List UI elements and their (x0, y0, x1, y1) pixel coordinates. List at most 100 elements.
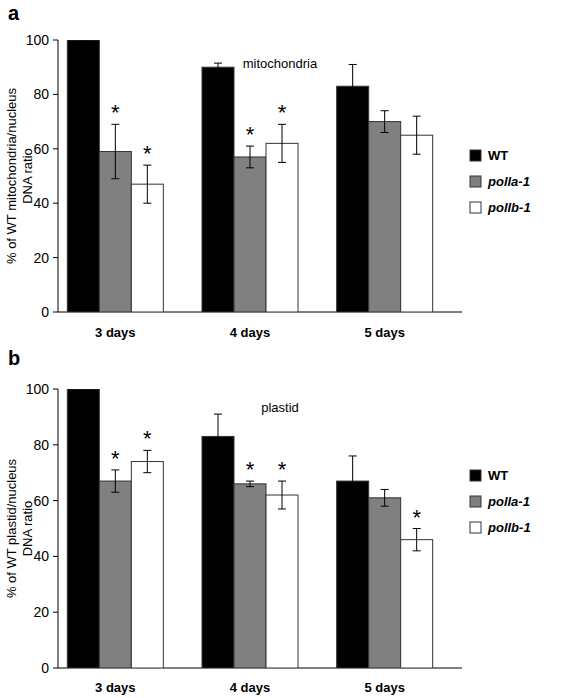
tick (53, 148, 58, 149)
error-cap (214, 63, 222, 64)
panel: b% of WT plastid/nucleusDNA ratioplastid… (4, 347, 531, 695)
y-axis (58, 40, 59, 312)
error-bar (214, 414, 222, 459)
error-cap (214, 71, 222, 72)
tick (53, 444, 58, 445)
error-stem (384, 489, 385, 506)
significance: * (278, 457, 287, 482)
bar (266, 143, 298, 312)
error-cap (214, 414, 222, 415)
tick (53, 94, 58, 95)
significance: * (246, 122, 255, 147)
error-stem (416, 529, 417, 551)
error-stem (282, 124, 283, 162)
error-stem (218, 414, 219, 459)
title: mitochondria (243, 56, 318, 71)
bar (369, 122, 401, 312)
error-cap (349, 506, 357, 507)
significance: * (143, 426, 152, 451)
error-stem (416, 116, 417, 154)
error-bar (413, 529, 421, 551)
tick (53, 40, 58, 41)
bar (337, 481, 369, 668)
legend-swatch (470, 496, 481, 507)
error-bar (214, 63, 222, 71)
error-bar (143, 450, 151, 472)
category-label: 4 days (230, 680, 270, 695)
significance: * (111, 100, 120, 125)
legend-swatch (470, 470, 481, 481)
title: plastid (261, 400, 299, 415)
y-label-line: % of WT plastid/nucleus (4, 458, 19, 598)
category-label: 5 days (364, 325, 404, 340)
significance: * (246, 457, 255, 482)
error-bar (381, 111, 389, 133)
error-cap (214, 458, 222, 459)
tick-label: 20 (33, 604, 49, 620)
error-cap (143, 472, 151, 473)
tick-label: 20 (33, 250, 49, 266)
error-stem (282, 481, 283, 509)
bar (234, 157, 266, 312)
legend-label: WT (488, 468, 508, 483)
error-cap (381, 506, 389, 507)
error-bar (79, 389, 87, 397)
tick (53, 668, 58, 669)
error-stem (83, 40, 84, 59)
y-label: % of WT plastid/nucleusDNA ratio (4, 458, 35, 598)
bar (369, 498, 401, 668)
tick (53, 612, 58, 613)
bar (202, 436, 234, 668)
error-cap (381, 132, 389, 133)
error-cap (413, 116, 421, 117)
error-stem (147, 165, 148, 203)
error-bar (413, 116, 421, 154)
bar (131, 184, 163, 312)
error-stem (147, 450, 148, 472)
category-label: 5 days (364, 680, 404, 695)
bars (67, 40, 432, 312)
tick-label: 80 (33, 86, 49, 102)
tick-label: 80 (33, 437, 49, 453)
legend-label: polla-1 (487, 494, 530, 509)
legend-swatch (470, 522, 481, 533)
tick (53, 203, 58, 204)
error-bar (381, 489, 389, 506)
tick-label: 100 (26, 381, 50, 397)
tick (53, 556, 58, 557)
error-cap (246, 167, 254, 168)
bar (337, 86, 369, 312)
error-cap (79, 397, 87, 398)
tick-label: 40 (33, 548, 49, 564)
error-bar (349, 64, 357, 108)
error-cap (278, 162, 286, 163)
error-bar (143, 165, 151, 203)
bar (99, 481, 131, 668)
legend-label: WT (488, 148, 508, 163)
error-bar (111, 470, 119, 492)
significance: * (412, 505, 421, 530)
error-bar (278, 481, 286, 509)
significance: * (278, 100, 287, 125)
y-axis (58, 389, 59, 668)
bars (67, 389, 432, 668)
y-label: % of WT mitochondria/nucleusDNA ratio (4, 87, 35, 264)
tick-label: 0 (41, 304, 49, 320)
tick (53, 257, 58, 258)
error-cap (349, 64, 357, 65)
tick-label: 0 (41, 660, 49, 676)
tick-label: 60 (33, 493, 49, 509)
bar (401, 540, 433, 668)
significance: * (111, 446, 120, 471)
category-label: 3 days (95, 325, 135, 340)
legend-label: pollb-1 (487, 200, 531, 215)
error-cap (349, 455, 357, 456)
bar (67, 40, 99, 312)
legend-swatch (470, 150, 481, 161)
category-label: 4 days (230, 325, 270, 340)
error-cap (111, 492, 119, 493)
tick (53, 312, 58, 313)
error-stem (384, 111, 385, 133)
error-stem (83, 389, 84, 397)
error-bar (246, 146, 254, 168)
